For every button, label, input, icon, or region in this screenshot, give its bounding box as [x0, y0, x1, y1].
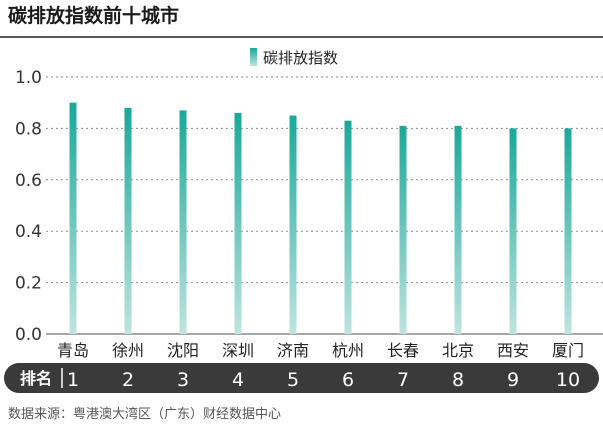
rank-number: 10	[556, 369, 580, 391]
y-tick-label: 1.0	[15, 68, 42, 88]
rank-background	[4, 363, 599, 393]
y-tick-label: 0.0	[15, 325, 42, 345]
bar	[564, 128, 572, 334]
source-note: 数据来源：粤港澳大湾区（广东）财经数据中心	[8, 406, 281, 422]
bars	[69, 102, 572, 334]
category-label: 杭州	[332, 341, 364, 360]
rank-number: 8	[452, 369, 464, 391]
rank-number: 9	[507, 369, 519, 391]
category-label: 青岛	[57, 341, 89, 360]
y-tick-label: 0.8	[15, 119, 42, 139]
legend-swatch	[250, 48, 257, 66]
rank-number: 6	[342, 369, 354, 391]
bar	[124, 107, 132, 334]
rank-number: 3	[177, 369, 189, 391]
category-labels: 青岛 徐州 沈阳 深圳 济南 杭州 长春 北京 西安 厦门	[57, 341, 584, 360]
category-label: 西安	[497, 341, 529, 360]
y-tick-label: 0.4	[15, 222, 42, 242]
category-label: 济南	[277, 341, 309, 360]
rank-label: 排名	[20, 369, 52, 388]
bar	[344, 120, 352, 334]
legend: 碳排放指数	[250, 48, 338, 67]
bar	[399, 125, 407, 334]
category-label: 北京	[442, 341, 474, 360]
legend-label: 碳排放指数	[263, 49, 338, 67]
rank-bar: 排名 1 2 3 4 5 6 7 8 9 10	[4, 363, 599, 393]
y-axis-ticks: 0.0 0.2 0.4 0.6 0.8 1.0	[15, 68, 42, 345]
y-tick-label: 0.2	[15, 274, 42, 294]
category-label: 长春	[387, 341, 419, 360]
category-label: 沈阳	[167, 341, 199, 360]
category-label: 厦门	[552, 341, 584, 360]
rank-number: 4	[232, 369, 244, 391]
bar	[69, 102, 77, 334]
rank-number: 5	[287, 369, 299, 391]
y-tick-label: 0.6	[15, 171, 42, 191]
rank-number: 1	[67, 369, 79, 391]
rank-number: 2	[122, 369, 134, 391]
rank-numbers: 1 2 3 4 5 6 7 8 9 10	[67, 369, 580, 391]
category-label: 深圳	[222, 341, 254, 360]
chart-title: 碳排放指数前十城市	[8, 4, 179, 27]
rank-number: 7	[397, 369, 409, 391]
bar	[289, 115, 297, 334]
bar	[234, 112, 242, 334]
bar	[179, 110, 187, 334]
category-label: 徐州	[112, 341, 144, 360]
bar	[509, 128, 517, 334]
bar	[454, 125, 462, 334]
